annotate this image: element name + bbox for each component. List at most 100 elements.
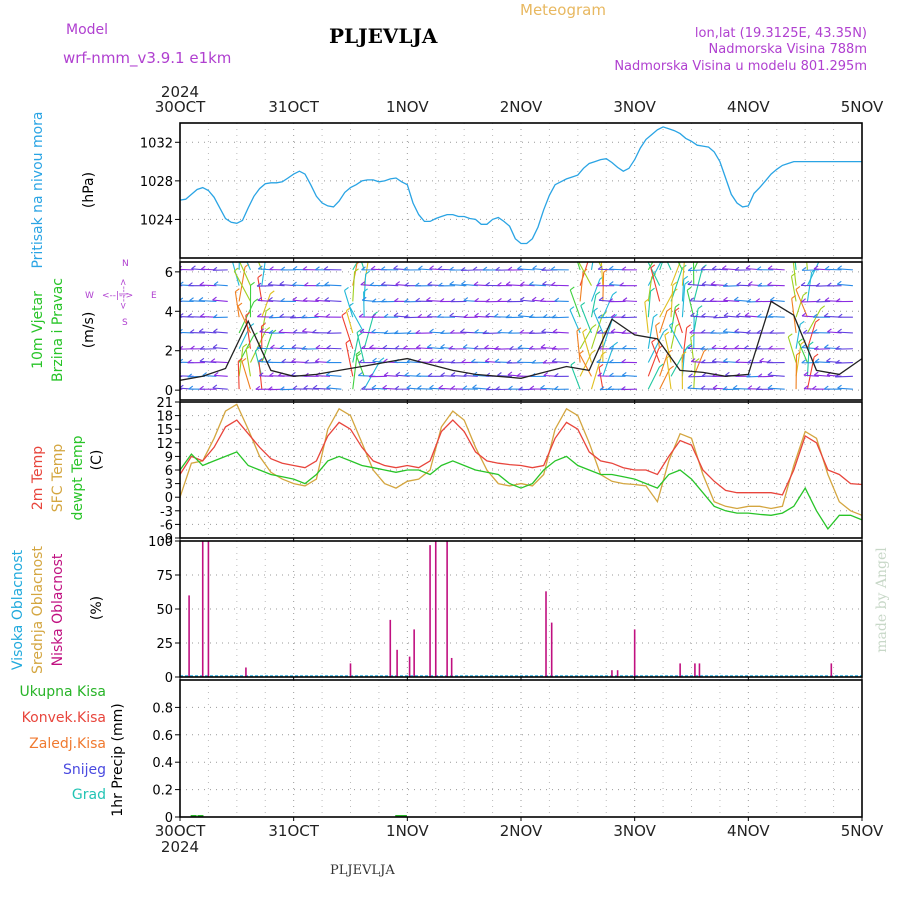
wind-barb-tip [690, 312, 695, 317]
wind-barb [768, 315, 785, 318]
wind-barb-tip [257, 357, 263, 362]
wind-barb [261, 293, 271, 318]
wind-barb [670, 268, 683, 302]
wind-barb-tip [212, 314, 218, 318]
wind-barb-tip [801, 359, 807, 364]
wind-barb-tip [450, 298, 456, 303]
wind-barb-tip [519, 329, 525, 334]
wind-barb-tip [722, 328, 728, 333]
y-tick-label: 25 [156, 637, 173, 652]
pressure-panel: 1024 1028 1032 [140, 122, 863, 262]
wind-barb-tip [180, 313, 184, 317]
wind-barb-tip [268, 314, 274, 319]
wind-barb-tip [291, 371, 296, 376]
wind-barb-tip [380, 266, 386, 271]
wind-barb [837, 268, 853, 271]
wind-barb-tip [794, 245, 798, 248]
wind-barb [659, 353, 669, 377]
wind-barb-tip [472, 384, 477, 389]
wind-barb-tip [383, 358, 388, 363]
wind-barb-tip [767, 384, 773, 389]
wind-barb [542, 361, 558, 364]
wind-barb-tip [394, 385, 400, 390]
wind-barb [494, 348, 512, 350]
compass-e: E [151, 291, 157, 301]
wind-barb-tip [345, 339, 351, 344]
wind-barb [670, 262, 681, 286]
wind-barb [352, 271, 356, 302]
wind-barb [301, 316, 319, 319]
wind-barb [825, 268, 842, 271]
wind-barb-tip [474, 329, 479, 333]
wind-barb-tip [622, 345, 627, 350]
wind-barb-tip [653, 313, 658, 318]
wind-barb [246, 262, 251, 271]
wind-barb [540, 346, 558, 350]
wind-barb [647, 291, 652, 318]
wind-barb-tip [382, 344, 388, 349]
wind-barb-tip [801, 266, 807, 271]
wind-barb-tip [426, 344, 432, 348]
wind-barb [532, 268, 547, 271]
wind-barb-tip [744, 312, 750, 317]
wind-barb [681, 279, 685, 302]
wind-barb [647, 366, 660, 390]
sfc-temp-ylabel: SFC Temp [50, 444, 66, 513]
wind-barb-tip [395, 371, 401, 376]
wind-barb-tip [733, 296, 739, 301]
top-date-tick: 4NOV [727, 98, 770, 116]
wind-barb-tip [721, 265, 727, 270]
wind-barb-tip [269, 290, 275, 295]
wind-barb-tip [801, 312, 807, 317]
wind-barb [666, 357, 672, 390]
wind-barb-tip [597, 265, 603, 270]
wind-barb-tip [732, 384, 738, 389]
wind-barb-tip [803, 385, 809, 390]
wind-barb-tip [404, 282, 410, 287]
wind-barb-tip [371, 384, 377, 389]
wind-barb [210, 361, 228, 364]
y-tick-label: -6 [160, 518, 173, 533]
wind-barb-tip [621, 266, 627, 271]
wind-barb-tip [540, 384, 545, 389]
wind-barb-tip [595, 291, 601, 296]
wind-barb [199, 284, 217, 287]
wind-barb-tip [601, 251, 605, 254]
wind-barb-tip [801, 344, 807, 349]
wind-barb [303, 388, 319, 390]
y-tick-label: 18 [156, 410, 173, 425]
wind-barb-tip [238, 238, 242, 241]
wind-barb-tip [613, 341, 619, 346]
wind-barb-tip [670, 243, 674, 246]
wind-barb-tip [242, 343, 248, 348]
wind-barb-tip [361, 296, 367, 301]
low-cloud-ylabel: Niska Oblacnost [50, 553, 66, 666]
wind-barb-tip [241, 357, 247, 362]
wind-barb [622, 374, 637, 377]
wind-barb-tip [270, 344, 275, 349]
wind-barb [593, 310, 604, 334]
wind-barb [681, 327, 688, 363]
compass-arrows-v: <--|--> [119, 278, 129, 309]
wind-barb-tip [361, 266, 366, 271]
wind-barb-tip [655, 322, 660, 327]
wind-barb [681, 262, 685, 286]
wind-barb-tip [506, 298, 512, 303]
wind-barb [268, 284, 285, 287]
wind-barb-tip [406, 330, 412, 334]
wind-barb-tip [505, 314, 511, 319]
wind-barb [234, 291, 240, 318]
wind-barb-tip [815, 298, 821, 303]
wind-barb [352, 356, 358, 390]
wind-barb [326, 387, 342, 390]
wind-barb-tip [798, 338, 803, 343]
top-date-tick: 1NOV [386, 98, 429, 116]
wind-barb-tip [505, 281, 511, 286]
wind-barb-tip [669, 322, 674, 326]
wind-barb [835, 361, 853, 364]
conv-precip-legend: Konvek.Kisa [22, 710, 106, 726]
wind-barb [795, 289, 808, 318]
wind-barb [659, 310, 668, 334]
wind-barb-tip [438, 384, 444, 389]
wind-barb-tip [712, 384, 718, 389]
